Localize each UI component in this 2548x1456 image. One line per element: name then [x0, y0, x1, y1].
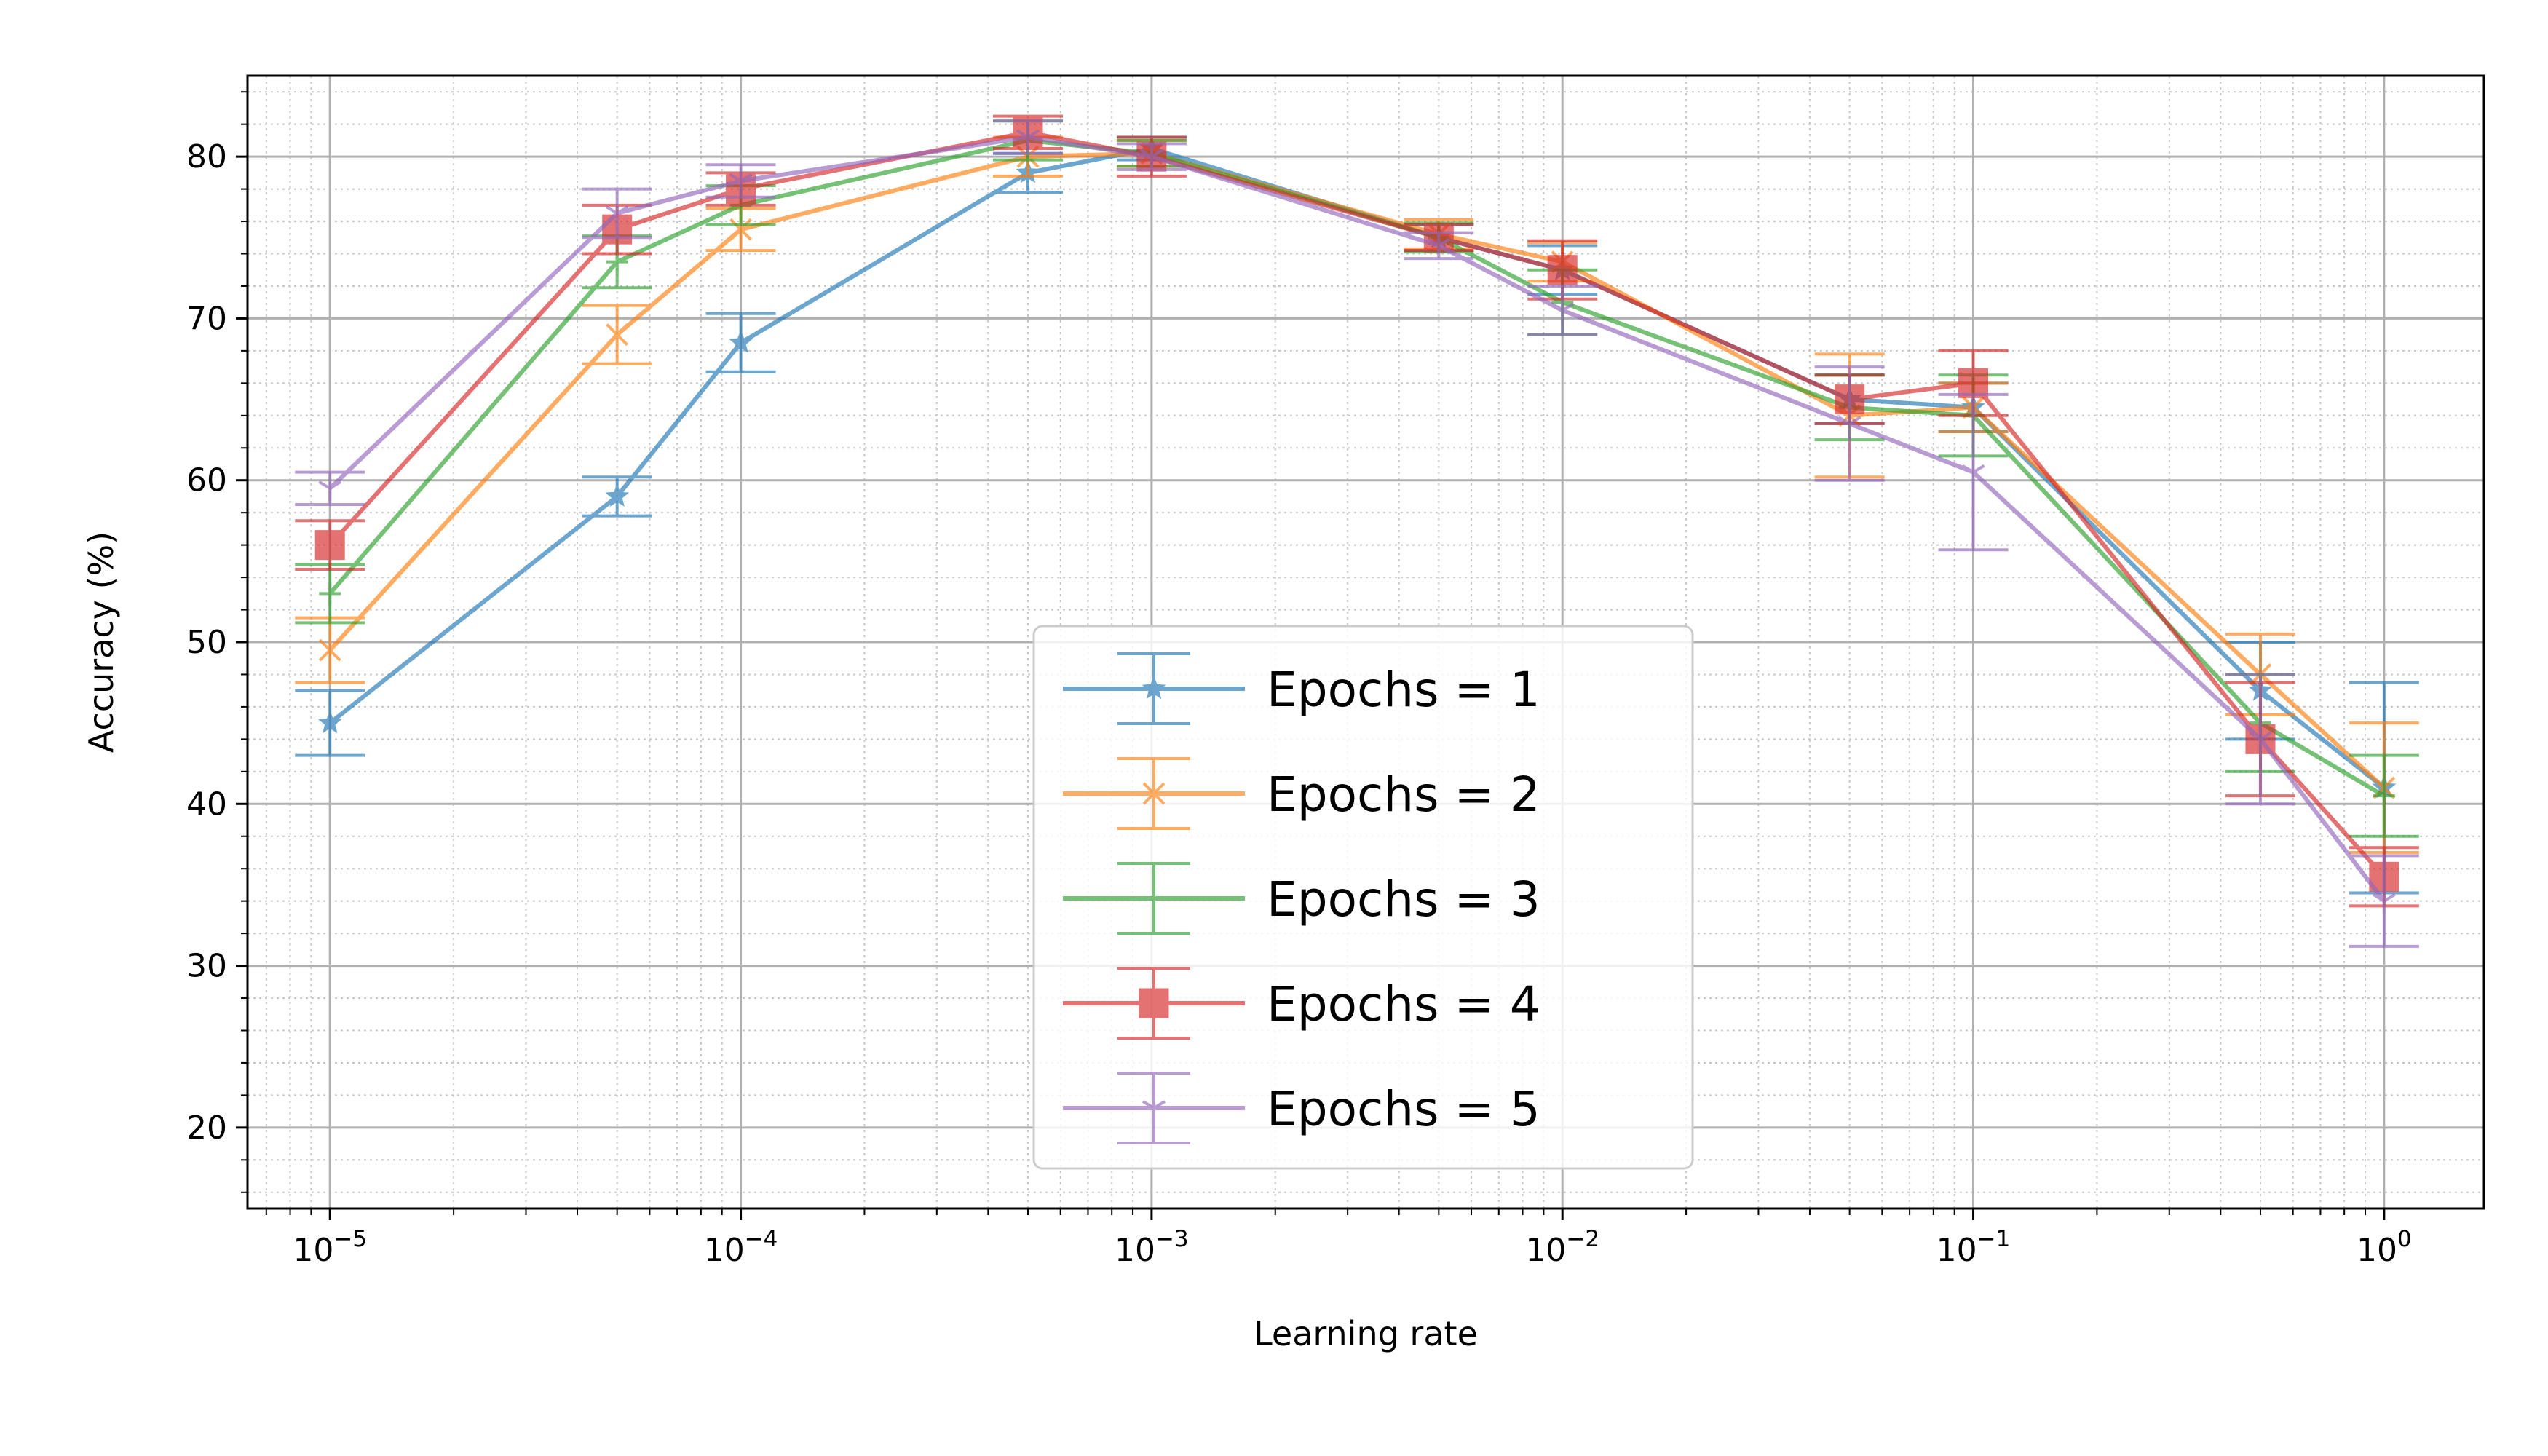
marker-star — [317, 710, 342, 734]
marker-plus — [1143, 887, 1165, 909]
y-tick-label: 40 — [186, 786, 227, 823]
x-tick-label: 10−1 — [1936, 1226, 2011, 1269]
y-tick-label: 30 — [186, 948, 227, 985]
legend-label: Epochs = 5 — [1267, 1081, 1540, 1137]
legend-label: Epochs = 4 — [1267, 976, 1540, 1032]
x-tick-label: 10−4 — [704, 1226, 778, 1269]
marker-tri_down — [1139, 149, 1163, 170]
marker-tri_down — [1551, 302, 1575, 323]
y-tick-label: 50 — [186, 624, 227, 661]
marker-tri_down — [729, 173, 753, 194]
plot-area — [248, 76, 2484, 1208]
legend-label: Epochs = 3 — [1267, 871, 1540, 927]
legend-box — [1032, 625, 1694, 1170]
y-tick-label: 60 — [186, 462, 227, 499]
marker-x — [318, 638, 341, 662]
marker-tri_down — [605, 205, 629, 226]
marker-tri_down — [1961, 464, 1985, 485]
marker-tri_down — [318, 480, 342, 501]
series-5 — [295, 119, 2419, 948]
marker-star — [605, 483, 630, 507]
legend-handle — [1063, 1072, 1245, 1144]
series-layer — [295, 114, 2419, 948]
marker-star — [729, 330, 753, 353]
legend: Epochs = 1 Epochs = 2 Epochs = 3 Epochs = 4… — [1032, 625, 1694, 1170]
legend-handle — [1063, 757, 1245, 830]
legend-handle — [1063, 967, 1245, 1040]
legend-handle — [1063, 652, 1245, 725]
legend-label: Epochs = 1 — [1267, 662, 1540, 718]
x-tick-label: 10−2 — [1525, 1226, 1599, 1269]
x-tick-label: 10−3 — [1115, 1226, 1189, 1269]
x-tick-label: 10−5 — [293, 1226, 367, 1269]
legend-label: Epochs = 2 — [1267, 767, 1540, 823]
marker-square — [314, 530, 345, 561]
marker-tri_down — [2248, 731, 2272, 752]
marker-tri_down — [1427, 237, 1451, 258]
marker-plus — [2373, 785, 2395, 807]
marker-x — [1142, 782, 1166, 805]
marker-square — [1139, 988, 1169, 1018]
marker-square — [1547, 255, 1578, 285]
y-tick-label: 80 — [186, 138, 227, 175]
marker-tri_down — [1837, 416, 1861, 436]
marker-tri_down — [1142, 1100, 1166, 1120]
marker-x — [606, 323, 629, 347]
legend-handle — [1063, 862, 1245, 935]
y-tick-label: 70 — [186, 300, 227, 337]
axis-ticks: 10−5 10−4 10−3 10−2 10−1 100 20 30 40 50 60 70 80 — [186, 91, 2412, 1269]
marker-star — [1142, 676, 1166, 699]
x-axis-label: Learning rate — [1254, 1314, 1478, 1353]
marker-tri_down — [2372, 893, 2396, 914]
x-tick-label: 100 — [2357, 1226, 2412, 1269]
y-axis-label: Accuracy (%) — [82, 531, 121, 753]
marker-plus — [319, 582, 341, 605]
marker-x — [729, 218, 752, 241]
y-tick-label: 20 — [186, 1109, 227, 1147]
marker-tri_down — [1016, 129, 1040, 150]
marker-square — [1958, 368, 1989, 398]
